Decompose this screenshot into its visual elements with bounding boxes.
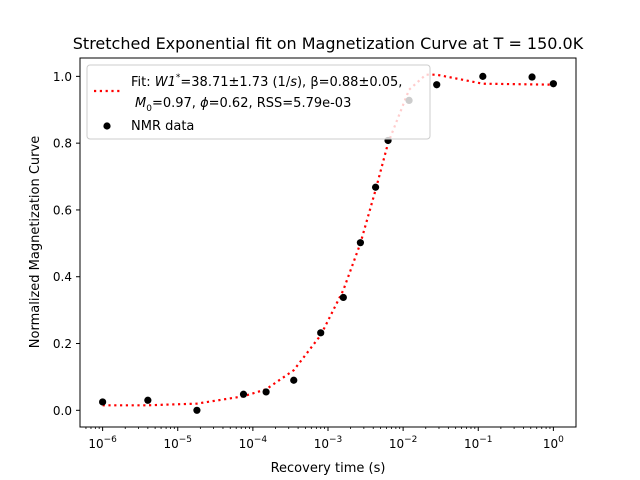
chart-title: Stretched Exponential fit on Magnetizati…	[73, 34, 584, 53]
nmr-data-point	[290, 376, 298, 384]
nmr-data-point	[144, 396, 152, 404]
x-tick-label-base: 10	[88, 437, 103, 451]
x-tick-label-base: 10	[239, 437, 254, 451]
nmr-data-point	[433, 81, 441, 89]
y-tick-label: 0.6	[53, 203, 72, 217]
x-tick-label-exponent: −2	[404, 435, 417, 445]
legend-entry: NMR data	[103, 119, 194, 134]
y-tick-label: 0.4	[53, 270, 72, 284]
x-tick-label: 10−2	[389, 435, 418, 451]
legend-label-segment: *	[176, 73, 181, 83]
y-tick-label: 0.8	[53, 137, 72, 151]
x-tick-label: 10−1	[464, 435, 493, 451]
legend-label-segment: NMR data	[131, 119, 194, 134]
legend-label-segment: 0	[146, 104, 152, 114]
x-tick-label-exponent: −6	[104, 435, 118, 445]
nmr-data-point	[371, 183, 380, 191]
y-tick-label: 0.2	[53, 337, 72, 351]
legend-label-segment: M	[135, 96, 146, 111]
legend-label-segment: Fit:	[131, 75, 155, 90]
nmr-data-point	[239, 390, 248, 398]
legend-label-segment: =0.97,	[152, 96, 200, 111]
legend-box	[86, 64, 431, 140]
x-axis: 10−6 10−5 10−4 10−3 10−2 10−1 100	[85, 427, 564, 451]
y-tick-label: 1.0	[53, 70, 72, 84]
legend-entry: Fit: W1*=38.71±1.73 (1/s), β=0.88±0.05, M…	[94, 73, 402, 114]
y-tick-label: 0.0	[53, 404, 72, 418]
legend-label: Fit: W1*=38.71±1.73 (1/s), β=0.88±0.05,	[131, 73, 402, 90]
y-axis: 0.0 0.2 0.4 0.6 0.8 1.0	[53, 70, 80, 418]
x-tick-label-exponent: −5	[179, 435, 192, 445]
x-tick-label: 10−3	[314, 435, 343, 451]
x-tick-label-base: 10	[543, 437, 558, 451]
x-tick-label-exponent: 0	[558, 435, 564, 445]
legend-label: NMR data	[131, 119, 194, 134]
x-tick-label: 10−6	[88, 435, 117, 451]
legend-label-segment: =38.71±1.73 (1/	[180, 75, 290, 90]
nmr-data-point	[528, 73, 536, 81]
x-tick-label-base: 10	[163, 437, 178, 451]
nmr-data-point	[339, 293, 347, 302]
x-tick-label: 100	[543, 435, 564, 451]
x-tick-label-base: 10	[389, 437, 404, 451]
y-axis-label: Normalized Magnetization Curve	[28, 136, 43, 348]
legend-label: M0=0.97, ϕ=0.62, RSS=5.79e-03	[135, 96, 351, 114]
x-tick-label-base: 10	[464, 437, 479, 451]
legend: Fit: W1*=38.71±1.73 (1/s), β=0.88±0.05, M…	[86, 64, 431, 140]
nmr-data-point	[356, 239, 365, 247]
x-tick-label: 10−4	[239, 435, 268, 451]
data-points-layer	[99, 72, 557, 414]
legend-label-segment: s	[290, 75, 297, 90]
x-tick-label-base: 10	[314, 437, 329, 451]
nmr-data-point	[479, 72, 487, 80]
x-tick-label-exponent: −4	[254, 435, 268, 445]
legend-label-segment: ), β=0.88±0.05,	[297, 75, 402, 90]
legend-label-segment: ϕ	[200, 96, 209, 111]
x-axis-label: Recovery time (s)	[271, 461, 386, 476]
legend-label-segment: W1	[155, 75, 176, 90]
nmr-data-point	[317, 329, 325, 337]
x-tick-label: 10−5	[163, 435, 192, 451]
legend-marker-handle	[103, 122, 111, 130]
nmr-data-point	[193, 406, 201, 414]
x-tick-label-exponent: −3	[329, 435, 342, 445]
nmr-data-point	[99, 398, 107, 406]
x-tick-label-exponent: −1	[479, 435, 492, 445]
legend-label-segment: =0.62, RSS=5.79e-03	[209, 96, 352, 111]
nmr-data-point	[549, 80, 557, 88]
nmr-data-point	[262, 388, 270, 396]
